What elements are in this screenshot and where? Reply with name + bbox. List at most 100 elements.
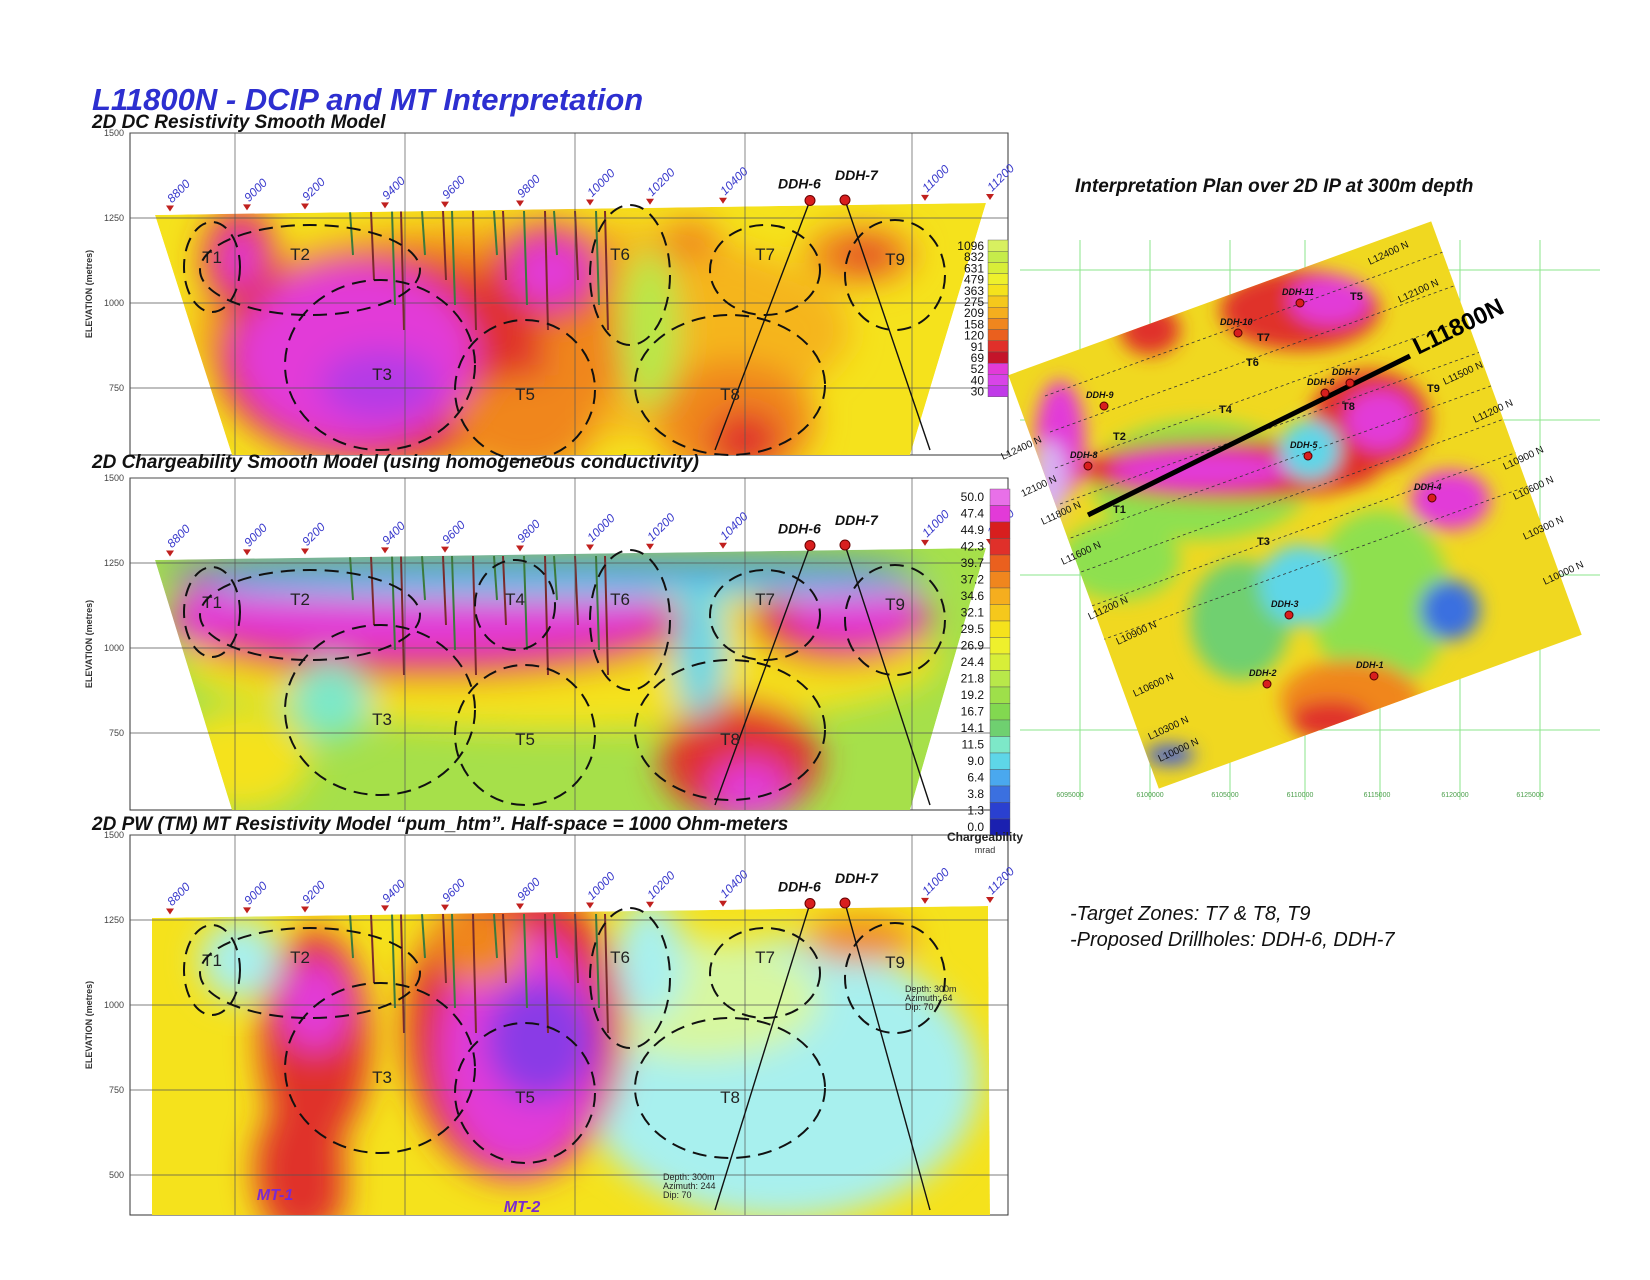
chargeability-scale-label: 42.3 (961, 540, 985, 554)
elevation-tick-label: 1250 (104, 558, 124, 568)
plan-drillhole (1345, 378, 1355, 388)
chargeability-swatch (989, 604, 1011, 622)
target-outline (474, 559, 556, 651)
drill-trace (604, 555, 609, 676)
station-label: 10000 (584, 511, 618, 545)
elevation-tick-label: 750 (109, 1085, 124, 1095)
station-label: 9600 (439, 876, 468, 905)
anomaly-color (175, 582, 235, 642)
resistivity-scale-label: 275 (964, 295, 984, 309)
drillhole-label: DDH-7 (835, 167, 879, 183)
chargeability-swatch (989, 785, 1011, 803)
station-marker (441, 546, 449, 553)
station-marker (301, 203, 309, 210)
station-marker (301, 548, 309, 555)
anomaly-color (290, 660, 370, 740)
drillhole-collar (804, 897, 816, 909)
resistivity-scale-label: 479 (964, 273, 984, 287)
station-label: 11000 (919, 507, 952, 540)
anomaly-color (485, 980, 595, 1100)
station-label: 10400 (717, 867, 751, 901)
note: -Proposed Drillholes: DDH-6, DDH-7 (1070, 929, 1395, 951)
target-label: T5 (515, 385, 535, 404)
target-label: T6 (610, 245, 630, 264)
chargeability-swatch (989, 752, 1011, 770)
station-marker (166, 908, 174, 915)
station-label: 10400 (717, 164, 751, 198)
station-label: 8800 (164, 522, 193, 551)
station-label: 9200 (299, 878, 328, 907)
station-marker (719, 542, 727, 549)
station-marker (301, 906, 309, 913)
chargeability-swatch (989, 488, 1011, 506)
station-marker (921, 897, 929, 904)
drill-trace (604, 210, 609, 331)
drill-trace (574, 210, 579, 281)
drill-trace (553, 913, 558, 959)
resistivity-swatch (987, 363, 1009, 375)
target-outline (634, 314, 826, 456)
mt-anomaly-label: MT-1 (257, 1187, 294, 1204)
target-label: T5 (515, 730, 535, 749)
drillhole-label: DDH-6 (778, 878, 821, 894)
target-outline (589, 907, 671, 1049)
station-label: 10000 (584, 166, 618, 200)
plan-target-label: T7 (1257, 332, 1270, 344)
chargeability-swatch (989, 653, 1011, 671)
drill-trace (400, 913, 405, 1034)
drill-trace (400, 210, 405, 331)
target-label: T8 (720, 385, 740, 404)
station-label: 11000 (919, 865, 952, 898)
chargeability-scale-label: 50.0 (961, 490, 985, 504)
plan-drillhole-label: DDH-4 (1414, 482, 1442, 492)
anomaly-color (837, 241, 893, 269)
elevation-axis-label: ELEVATION (metres) (84, 981, 94, 1069)
plan-anomaly-color (1420, 580, 1480, 640)
target-label: T7 (755, 245, 775, 264)
drill-trace (391, 210, 396, 306)
station-marker (986, 193, 994, 200)
chargeability-swatch (989, 703, 1011, 721)
panel-title: 2D DC Resistivity Smooth Model (91, 112, 386, 133)
chargeability-swatch (989, 620, 1011, 638)
drill-note: Depth: 300m (905, 984, 957, 994)
drill-trace (451, 210, 456, 306)
elevation-axis-label: ELEVATION (metres) (84, 600, 94, 688)
drill-trace (472, 555, 477, 676)
model-colors (160, 556, 940, 810)
plan-easting-label: 6105000 (1211, 792, 1238, 799)
station-label: 9200 (299, 175, 328, 204)
station-label: 10400 (717, 509, 751, 543)
plan-drillhole-label: DDH-6 (1307, 377, 1335, 387)
drill-trace (493, 913, 498, 959)
drill-trace (604, 913, 609, 1034)
target-outline (284, 982, 476, 1154)
anomaly-color (435, 906, 525, 985)
plan-survey-line (1044, 225, 1516, 397)
plan-anomaly-color (1310, 510, 1450, 690)
chargeability-scale-label: 11.5 (962, 738, 985, 752)
chargeability-swatch (989, 521, 1011, 539)
station-marker (243, 549, 251, 556)
station-marker (646, 543, 654, 550)
anomaly-color (320, 350, 440, 420)
target-label: T3 (372, 365, 392, 384)
drillhole-collar (804, 194, 816, 206)
plan-easting-label: 6100000 (1136, 792, 1163, 799)
resistivity-scale-label: 52 (971, 362, 985, 376)
chargeability-swatch (989, 802, 1011, 820)
elevation-axis-label: ELEVATION (metres) (84, 250, 94, 338)
plan-anomaly-color (1060, 520, 1180, 600)
resistivity-swatch (987, 329, 1009, 342)
plan-target-label: T9 (1427, 383, 1440, 395)
plan-survey-line (1069, 405, 1541, 577)
plan-target-label: T1 (1113, 504, 1126, 516)
section-model (155, 203, 986, 455)
drill-trace (391, 555, 396, 651)
plan-target-label: T5 (1350, 291, 1363, 303)
plan-easting-label: 6110000 (1287, 792, 1314, 799)
target-outline (589, 549, 671, 691)
drill-trace (523, 555, 528, 651)
chargeability-swatch (989, 686, 1011, 704)
